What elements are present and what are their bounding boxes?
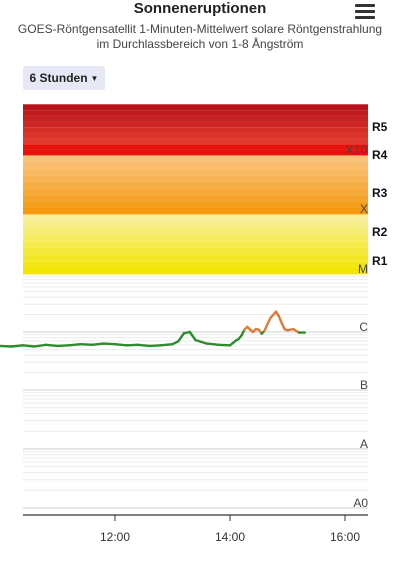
band-stripe xyxy=(23,168,368,176)
time-range-label: 6 Stunden xyxy=(29,71,88,85)
band-stripe xyxy=(23,240,368,248)
radio-blackout-label: R5 xyxy=(372,120,388,134)
band-stripe xyxy=(23,155,368,162)
flux-class-label: M xyxy=(358,262,368,276)
flux-line-segment xyxy=(90,342,105,346)
x-tick-label: 16:00 xyxy=(330,530,360,544)
band-stripe xyxy=(23,138,368,145)
band-stripe xyxy=(23,214,368,222)
chart-labels: A0 A B C M X X10 R1 R2 R3 R4 R5 xyxy=(346,120,388,510)
band-stripe xyxy=(23,126,368,133)
page-title: Sonneneruptionen xyxy=(133,0,267,17)
band-stripe xyxy=(23,220,368,228)
band-stripe xyxy=(23,181,368,189)
flux-line-segment xyxy=(269,310,278,320)
flux-line-segment xyxy=(102,342,117,346)
x-class-band xyxy=(23,154,368,215)
flux-class-label: A0 xyxy=(353,496,368,510)
hamburger-menu-icon[interactable] xyxy=(355,4,375,20)
flux-line-segment xyxy=(33,343,48,348)
band-stripe xyxy=(23,187,368,195)
band-stripe xyxy=(23,254,368,262)
band-stripe xyxy=(23,234,368,242)
band-stripe xyxy=(23,109,368,116)
m-class-band xyxy=(23,213,368,275)
band-stripe xyxy=(23,161,368,169)
flux-series xyxy=(0,310,306,348)
flux-line-segment xyxy=(125,343,140,347)
flux-line-segment xyxy=(263,316,272,332)
x-tick-label: 12:00 xyxy=(100,530,130,544)
flux-line-segment xyxy=(56,344,71,348)
flux-class-label: X10 xyxy=(346,143,368,157)
flux-line-segment xyxy=(148,344,163,348)
x10-class-band xyxy=(23,103,368,156)
flux-line-segment xyxy=(217,343,232,347)
flux-line-segment xyxy=(159,343,174,347)
flux-line-segment xyxy=(188,330,197,342)
radio-blackout-label: R3 xyxy=(372,186,388,200)
chart-gridlines xyxy=(23,276,368,509)
caret-down-icon: ▼ xyxy=(90,73,99,83)
band-stripe xyxy=(23,207,368,215)
flux-line-segment xyxy=(10,344,25,348)
band-stripe xyxy=(23,104,368,111)
flux-line-segment xyxy=(44,343,59,348)
radio-blackout-label: R2 xyxy=(372,225,388,239)
flux-class-bands xyxy=(23,103,368,275)
flux-line-segment xyxy=(228,339,238,347)
band-stripe xyxy=(23,132,368,139)
band-stripe xyxy=(23,227,368,235)
flux-class-label: B xyxy=(360,378,368,392)
flux-line-segment xyxy=(0,344,13,348)
flux-line-segment xyxy=(21,344,36,348)
band-stripe xyxy=(23,247,368,255)
flux-class-label: C xyxy=(359,320,368,334)
band-stripe xyxy=(23,267,368,275)
flux-line-segment xyxy=(136,343,151,348)
flux-line-segment xyxy=(177,332,186,343)
time-range-dropdown[interactable]: 6 Stunden ▼ xyxy=(23,66,105,90)
flux-class-label: A xyxy=(360,437,368,451)
band-stripe xyxy=(23,143,368,150)
chart-subtitle: GOES-Röntgensatellit 1-Minuten-Mittelwer… xyxy=(0,22,400,52)
flux-class-label: X xyxy=(360,202,368,216)
subtitle-line-2: im Durchlassbereich von 1-8 Ångström xyxy=(96,37,304,51)
band-stripe xyxy=(23,174,368,182)
flux-line-segment xyxy=(277,315,283,325)
band-stripe xyxy=(23,115,368,122)
radio-blackout-label: R1 xyxy=(372,254,388,268)
flux-line-segment xyxy=(205,342,220,346)
band-stripe xyxy=(23,121,368,128)
band-stripe xyxy=(23,194,368,202)
subtitle-line-1: GOES-Röntgensatellit 1-Minuten-Mittelwer… xyxy=(17,22,383,36)
band-stripe xyxy=(23,149,368,156)
band-stripe xyxy=(23,260,368,268)
radio-blackout-label: R4 xyxy=(372,148,388,162)
chart-axes: 12:00 14:00 16:00 xyxy=(23,514,368,544)
band-stripe xyxy=(23,200,368,208)
flux-line-segment xyxy=(79,343,94,346)
x-tick-label: 14:00 xyxy=(215,530,245,544)
flux-line-segment xyxy=(113,343,128,347)
flux-line-segment xyxy=(67,343,82,347)
